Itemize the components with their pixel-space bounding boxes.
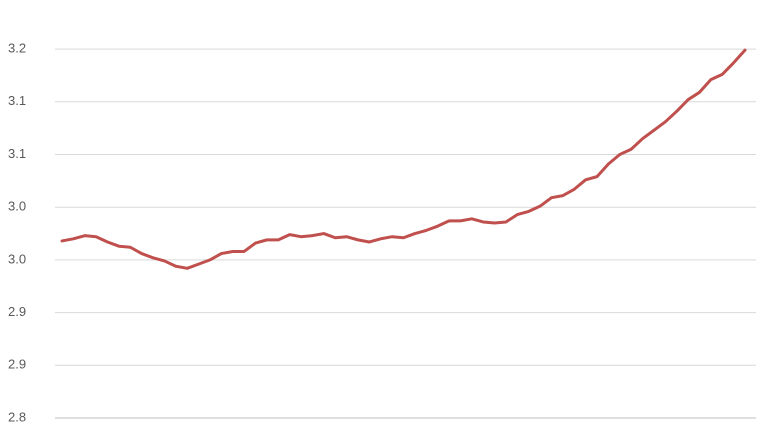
y-tick-label: 3.0 <box>8 251 26 266</box>
y-tick-label: 3.2 <box>8 0 26 3</box>
y-tick-label: 3.2 <box>8 41 26 56</box>
y-tick-label: 3.1 <box>8 93 26 108</box>
y-tick-label: 2.8 <box>8 409 26 424</box>
y-tick-label: 2.9 <box>8 304 26 319</box>
y-tick-label: 3.0 <box>8 199 26 214</box>
data-line <box>60 48 747 270</box>
y-tick-label: 2.9 <box>8 357 26 372</box>
y-tick-label: 3.1 <box>8 146 26 161</box>
